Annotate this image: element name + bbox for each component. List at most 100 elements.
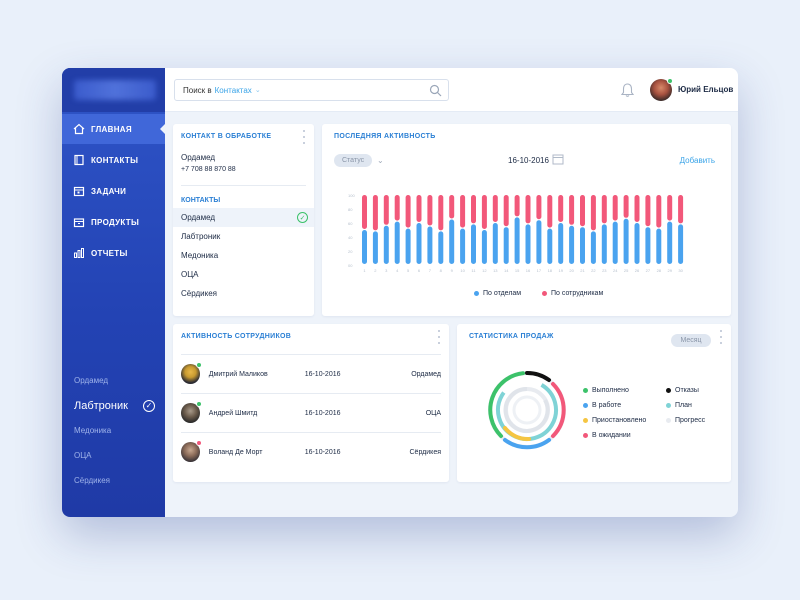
bar-departments <box>405 228 411 264</box>
legend-item: Отказы <box>666 387 699 394</box>
status-dot <box>195 440 202 446</box>
x-tick-label: 27 <box>646 268 651 273</box>
bar-employees <box>656 195 662 228</box>
more-icon[interactable] <box>302 130 306 144</box>
x-tick-label: 18 <box>548 268 553 273</box>
x-tick-label: 3 <box>385 268 388 273</box>
company-item[interactable]: Ордамед <box>74 368 159 393</box>
nav-item-tasks[interactable]: ЗАДАЧИ <box>62 176 165 206</box>
add-button[interactable]: Добавить <box>679 156 715 165</box>
x-tick-label: 11 <box>471 268 476 273</box>
bar-departments <box>601 224 607 264</box>
bar-employees <box>503 195 509 227</box>
bar-employees <box>634 195 640 222</box>
ring-segment-in-progress <box>503 438 551 450</box>
employee-company: Ордамед <box>411 370 441 378</box>
bar-employees <box>580 195 585 227</box>
bell-icon[interactable] <box>620 82 635 98</box>
company-item[interactable]: Медоника <box>74 418 159 443</box>
y-tick-label: 20 <box>348 249 353 254</box>
bar-employees <box>569 195 575 225</box>
company-item-selected[interactable]: Лабтроник ✓ <box>74 393 159 418</box>
more-icon[interactable] <box>437 330 441 344</box>
legend-item: Выполнено <box>583 387 629 394</box>
chevron-down-icon[interactable]: ⌄ <box>254 87 261 94</box>
avatar <box>181 401 202 423</box>
nav-item-reports[interactable]: ОТЧЕТЫ <box>62 238 165 268</box>
x-tick-label: 16 <box>526 268 531 273</box>
legend-label: План <box>675 402 692 409</box>
y-tick-label: 100 <box>348 193 355 198</box>
x-tick-label: 9 <box>451 268 454 273</box>
bar-departments <box>558 223 564 264</box>
table-row[interactable]: Андрей Шмитд 16-10-2016 ОЦА <box>181 394 441 432</box>
search-prefix: Поиск в <box>183 85 212 95</box>
check-icon: ✓ <box>297 212 308 223</box>
y-tick-label: 80 <box>348 207 353 212</box>
contact-item[interactable]: Медоника <box>173 246 314 265</box>
bar-employees <box>427 195 433 226</box>
box-icon <box>73 216 85 228</box>
legend-dot <box>666 418 671 423</box>
username[interactable]: Юрий Ельцов <box>678 85 734 94</box>
contact-item-selected[interactable]: Ордамед ✓ <box>173 208 314 227</box>
search-input[interactable]: Поиск в Контактах ⌄ <box>174 79 449 101</box>
employees-card: АКТИВНОСТЬ СОТРУДНИКОВ Дмитрий Маликов 1… <box>173 324 449 482</box>
legend-item: В работе <box>583 402 621 409</box>
more-icon[interactable] <box>719 330 723 344</box>
contact-item[interactable]: Лабтроник <box>173 227 314 246</box>
table-row[interactable]: Воланд Де Морт 16-10-2016 Сёрдикея <box>181 433 441 471</box>
bar-employees <box>394 195 400 221</box>
card-title: АКТИВНОСТЬ СОТРУДНИКОВ <box>181 333 292 340</box>
legend-dot <box>542 291 547 296</box>
company-item[interactable]: ОЦА <box>74 443 159 468</box>
check-icon: ✓ <box>143 399 155 412</box>
topbar: Поиск в Контактах ⌄ Юрий Ельцов <box>165 68 738 112</box>
card-title: ПОСЛЕДНЯЯ АКТИВНОСТЬ <box>334 133 436 140</box>
x-tick-label: 22 <box>591 268 596 273</box>
bar-employees <box>492 195 498 222</box>
bar-departments <box>438 231 444 264</box>
nav-item-contacts[interactable]: КОНТАКТЫ <box>62 145 165 175</box>
date-label: 16-10-2016 <box>508 156 549 165</box>
nav-item-products[interactable]: ПРОДУКТЫ <box>62 207 165 237</box>
logo-area <box>62 68 165 112</box>
bar-employees <box>558 195 564 222</box>
bar-departments <box>590 231 596 264</box>
x-tick-label: 21 <box>580 268 585 273</box>
company-list: Ордамед Лабтроник ✓ Медоника ОЦА Сёрдикея <box>74 368 159 493</box>
legend-item-blue: По отделам <box>474 290 521 297</box>
home-icon <box>73 123 85 135</box>
bar-employees <box>525 195 531 224</box>
nav-label: ОТЧЕТЫ <box>91 248 128 258</box>
bar-departments <box>362 230 367 264</box>
period-filter[interactable]: Месяц <box>671 334 711 347</box>
search-icon[interactable] <box>429 84 442 97</box>
contact-item[interactable]: ОЦА <box>173 265 314 284</box>
contact-item[interactable]: Сёрдикея <box>173 284 314 303</box>
sales-card: СТАТИСТИКА ПРОДАЖ Месяц Выполнено В рабо… <box>457 324 731 482</box>
y-tick-label: 40 <box>348 235 353 240</box>
x-tick-label: 19 <box>558 268 563 273</box>
divider <box>181 185 306 186</box>
bar-departments <box>580 227 585 264</box>
search-context-dropdown[interactable]: Контактах <box>214 85 252 95</box>
ring-inner <box>512 395 542 425</box>
legend-dot <box>583 403 588 408</box>
avatar[interactable] <box>650 79 672 101</box>
period-label: Месяц <box>680 337 702 344</box>
status-filter[interactable]: Статус <box>334 154 373 167</box>
divider <box>181 393 441 394</box>
bar-chart-icon <box>73 247 85 259</box>
calendar-icon[interactable] <box>552 153 564 165</box>
employee-date: 16-10-2016 <box>304 370 341 378</box>
table-row[interactable]: Дмитрий Маликов 16-10-2016 Ордамед <box>181 355 441 393</box>
bar-departments <box>460 228 466 264</box>
company-item[interactable]: Сёрдикея <box>74 468 159 493</box>
bar-departments <box>678 224 684 264</box>
nav-item-home[interactable]: ГЛАВНАЯ <box>62 114 165 144</box>
x-tick-label: 10 <box>460 268 465 273</box>
card-title: СТАТИСТИКА ПРОДАЖ <box>469 333 554 340</box>
chevron-down-icon[interactable]: ⌄ <box>377 156 384 165</box>
